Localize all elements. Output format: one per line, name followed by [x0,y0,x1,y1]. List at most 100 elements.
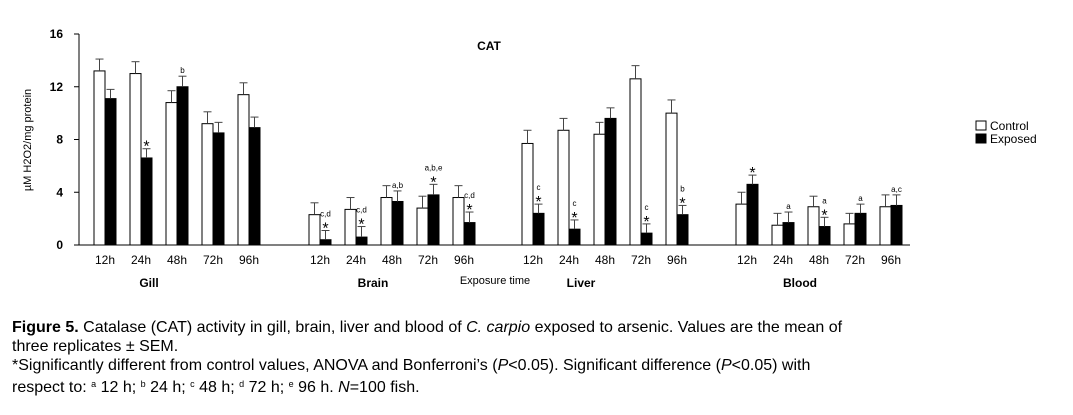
significance-star: * [749,165,755,182]
caption-line-2: three replicates ± SEM. [12,338,179,355]
significance-letters: c,d [320,209,331,218]
bar-exposed [890,204,903,246]
x-tick-label: 12h [95,253,115,267]
x-tick-label: 24h [131,253,151,267]
x-tick-label: 24h [559,253,579,267]
caption-text: <0.05). Significant difference ( [508,357,721,374]
x-axis-title: Exposure time [460,275,530,287]
significance-star: * [143,139,149,156]
legend-swatch-control [975,120,987,131]
bar-control [593,133,606,246]
caption-text: 48 h; [194,379,240,396]
bar-control [237,94,250,246]
bar-control [557,129,570,246]
group-label: Blood [783,276,817,290]
caption-superscript: c [190,379,195,389]
significance-letters: b [180,66,185,75]
significance-letters: c [573,199,577,208]
significance-letters: a [786,202,791,211]
bar-exposed [212,132,225,246]
significance-star: * [322,220,328,237]
caption-n-symbol: N [338,379,350,396]
significance-letters: a,b,e [425,163,443,172]
bar-exposed [104,98,117,246]
caption-line-4: respect to: a 12 h; b 24 h; c 48 h; d 72… [12,375,1062,397]
bar-control [879,206,892,246]
bar-exposed [355,236,368,246]
bar-exposed [463,222,476,246]
significance-star: * [643,214,649,231]
bar-control [380,197,393,246]
group-label: Brain [358,276,389,290]
caption-species: C. carpio [466,319,531,336]
caption-text: 24 h; [145,379,191,396]
y-tick-label: 12 [50,80,64,94]
y-tick-label: 0 [56,238,63,252]
caption-text: 72 h; [244,379,289,396]
bar-exposed [176,86,189,246]
x-tick-label: 96h [454,253,474,267]
x-tick-label: 72h [631,253,651,267]
y-axis-title: µM H2O2/mg protein [22,89,34,191]
x-tick-label: 12h [310,253,330,267]
bar-exposed [532,212,545,246]
significance-star: * [466,202,472,219]
x-tick-label: 96h [239,253,259,267]
significance-letters: a [858,194,863,203]
bar-control [629,78,642,246]
caption-p-symbol: P [497,357,509,374]
caption-line-3: *Significantly different from control va… [12,356,1062,375]
bar-exposed [248,127,261,246]
bar-exposed [640,232,653,246]
significance-letters: a,b [392,181,404,190]
caption-text: *Significantly different from control va… [12,357,498,374]
bar-control [665,112,678,246]
bar-exposed [746,183,759,246]
significance-letters: c,d [356,206,367,215]
significance-letters: c,d [464,191,475,200]
bar-exposed [319,239,332,246]
bar-exposed [391,200,404,246]
bar-exposed [676,214,689,246]
y-tick-label: 16 [50,27,64,41]
bar-control [771,224,784,246]
bar-control [344,208,357,246]
significance-letters: b [680,184,685,193]
bar-exposed [818,226,831,246]
bar-control [416,207,429,246]
significance-star: * [430,174,436,191]
bar-control [129,73,142,246]
significance-star: * [821,207,827,224]
x-tick-label: 24h [346,253,366,267]
bar-exposed [854,212,867,246]
significance-star: * [535,194,541,211]
x-tick-label: 72h [418,253,438,267]
bar-control [452,197,465,246]
caption-superscript: b [140,379,146,389]
y-tick-label: 8 [56,133,63,147]
caption-text: <0.05) with [731,357,811,374]
bar-exposed [568,228,581,246]
bar-control [735,203,748,246]
x-tick-label: 72h [845,253,865,267]
significance-letters: a,c [891,185,902,194]
caption-text: =100 fish. [349,379,420,396]
bar-control [93,70,106,246]
cat-bar-chart: 0 4 8 12 16 µM H2O2/mg protein CAT 12h * 24h b 48h 7… [22,27,1037,290]
x-tick-label: 48h [809,253,829,267]
bar-control [308,214,321,246]
bar-exposed [604,117,617,246]
bar-control [201,123,214,246]
caption-text: Catalase (CAT) activity in gill, brain, … [78,319,467,336]
significance-star: * [571,210,577,227]
group-label: Liver [567,276,596,290]
caption-text: respect to: [12,379,92,396]
x-tick-label: 48h [167,253,187,267]
bar-control [843,223,856,246]
bar-control [521,142,534,246]
x-tick-label: 96h [881,253,901,267]
significance-letters: c [537,183,541,192]
figure-caption: Figure 5. Catalase (CAT) activity in gil… [12,318,1062,397]
caption-text: 96 h. [293,379,339,396]
caption-text: exposed to arsenic. Values are the mean … [530,319,843,336]
